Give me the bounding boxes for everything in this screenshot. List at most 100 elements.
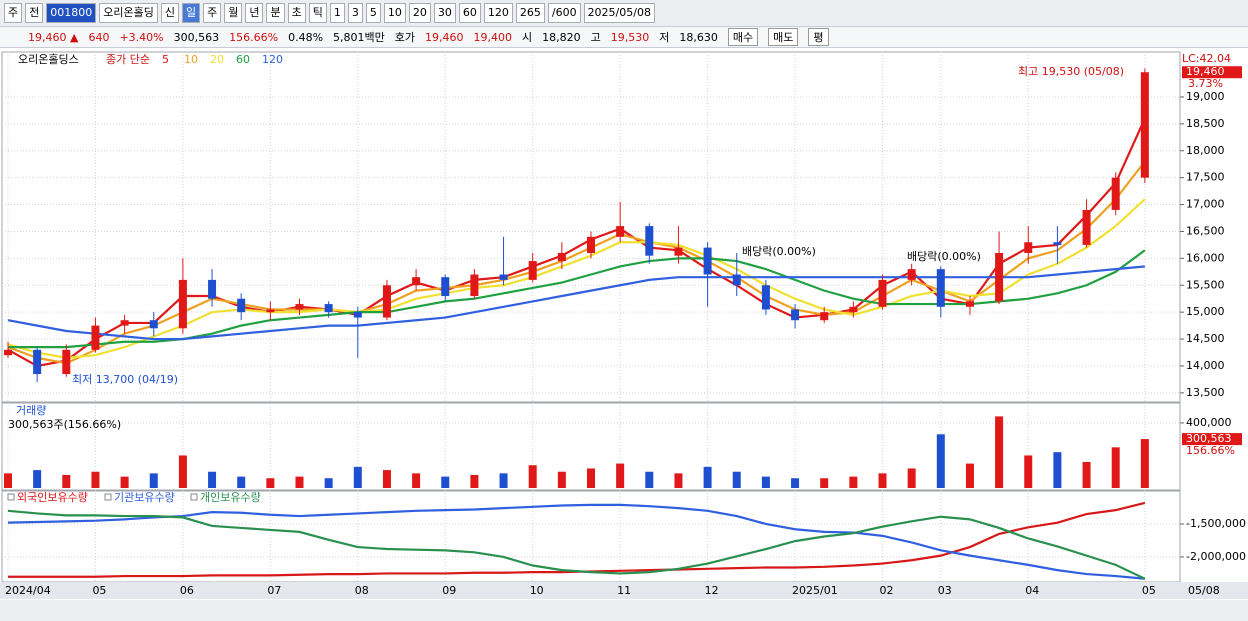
- x-tick-label: 10: [530, 584, 544, 597]
- x-last-label: 05/08: [1188, 584, 1220, 597]
- volume-bar: [761, 476, 770, 488]
- volume-bar: [528, 465, 537, 488]
- volume-bar: [62, 474, 71, 488]
- candle-body: [382, 285, 391, 318]
- volume-bar: [616, 463, 625, 488]
- toolbar-button[interactable]: 60: [458, 3, 481, 23]
- panel-frame: [1, 51, 1181, 403]
- candle-body: [91, 325, 100, 350]
- x-tick-label: 02: [880, 584, 894, 597]
- candle-body: [62, 349, 71, 375]
- info-item: 고: [590, 31, 601, 44]
- volume-bar: [91, 471, 100, 488]
- toolbar-button[interactable]: 001800: [46, 3, 97, 23]
- volume-bar: [965, 463, 974, 488]
- legend-entry: 외국인보유수량: [17, 491, 88, 504]
- info-item: 저: [659, 31, 670, 44]
- info-item: 19,400: [473, 30, 513, 44]
- candle-body: [587, 236, 595, 253]
- candle-body: [936, 269, 945, 307]
- volume-bar: [674, 473, 683, 488]
- toolbar-button[interactable]: 전: [25, 3, 44, 23]
- candle-body: [208, 279, 217, 299]
- volume-bar: [237, 476, 246, 488]
- toolbar-button[interactable]: /600: [547, 3, 581, 23]
- candle-body: [1024, 242, 1033, 253]
- candle-body: [120, 320, 129, 326]
- series-line: [7, 160, 1146, 365]
- volume-bar: [1024, 455, 1033, 488]
- toolbar-button[interactable]: 10: [383, 3, 406, 23]
- info-item[interactable]: 평: [808, 28, 829, 46]
- toolbar-button[interactable]: 120: [483, 3, 513, 23]
- candle-body: [33, 349, 42, 375]
- x-tick-label: 05: [1142, 584, 1156, 597]
- candle-body: [178, 279, 187, 329]
- info-item[interactable]: 매수: [727, 28, 759, 46]
- volume-bar: [1111, 447, 1120, 488]
- candle-body: [295, 304, 304, 310]
- y-tick-label: 18,000: [1186, 144, 1225, 157]
- info-item: 시: [522, 31, 533, 44]
- toolbar-button[interactable]: 주: [4, 3, 23, 23]
- candle-body: [1140, 72, 1149, 178]
- candle-body: [995, 252, 1004, 302]
- volume-bar: [557, 471, 566, 488]
- volume-bar: [33, 470, 42, 488]
- x-axis-band: [0, 582, 1248, 599]
- toolbar-button[interactable]: 분: [266, 3, 285, 23]
- toolbar-button[interactable]: 년: [245, 3, 264, 23]
- toolbar-button[interactable]: 초: [287, 3, 306, 23]
- toolbar-button[interactable]: 주: [203, 3, 222, 23]
- toolbar-button[interactable]: 틱: [308, 3, 327, 23]
- candle-body: [878, 279, 887, 307]
- volume-bar: [295, 476, 304, 488]
- toolbar-button[interactable]: 20: [408, 3, 431, 23]
- info-item[interactable]: 매도: [768, 28, 799, 46]
- volume-bar: [703, 466, 712, 488]
- y-tick-label: -2,000,000: [1186, 550, 1246, 563]
- volume-bar: [791, 478, 800, 488]
- volume-bar: [208, 471, 217, 488]
- toolbar-button[interactable]: 오리온홀딩: [99, 3, 158, 23]
- legend-entry: 60: [236, 53, 250, 66]
- x-tick-label: 2024/04: [5, 584, 51, 597]
- volume-bar: [1053, 452, 1062, 488]
- candle-body: [791, 309, 800, 321]
- toolbar-button[interactable]: 3: [347, 3, 363, 23]
- volume-bar: [645, 471, 654, 488]
- price-tag-bg: [1182, 66, 1242, 79]
- ma-label: 종가 단순: [106, 53, 150, 66]
- candle-body: [324, 304, 333, 313]
- toolbar: 주 전 001800 오리온홀딩 신 일 주 월 년 분 초 틱 1 3 5 10 20 30 60 120 265/6…: [0, 0, 1248, 27]
- candle-body: [149, 320, 158, 329]
- toolbar-button[interactable]: 30: [433, 3, 456, 23]
- toolbar-button[interactable]: 2025/05/08: [583, 3, 655, 23]
- candle-body: [441, 277, 450, 297]
- candle-body: [237, 298, 246, 313]
- volume-bar: [995, 416, 1004, 488]
- toolbar-button[interactable]: 월: [224, 3, 243, 23]
- toolbar-button[interactable]: 신: [160, 3, 179, 23]
- toolbar-button[interactable]: 265: [515, 3, 545, 23]
- toolbar-button[interactable]: 1: [329, 3, 345, 23]
- x-tick-label: 08: [355, 584, 369, 597]
- volume-bar: [382, 470, 391, 488]
- candle-body: [732, 274, 741, 286]
- y-tick-label: 16,500: [1186, 224, 1225, 237]
- legend-entry: 20: [210, 53, 224, 66]
- series-line: [7, 198, 1146, 359]
- volume-bar: [441, 476, 450, 488]
- change-tag: 3.73%: [1188, 77, 1223, 90]
- toolbar-button[interactable]: 일: [181, 3, 201, 23]
- x-tick-label: 12: [705, 584, 719, 597]
- info-item: 19,460: [425, 30, 464, 44]
- toolbar-button[interactable]: 5: [365, 3, 381, 23]
- info-item: 19,460 ▲: [28, 30, 79, 44]
- info-item: 5,801백만: [333, 31, 385, 44]
- x-tick-label: 07: [267, 584, 281, 597]
- volume-bar: [1140, 439, 1149, 488]
- y-tick-label: 14,000: [1186, 359, 1225, 372]
- x-tick-label: 03: [938, 584, 952, 597]
- legend-entry: 기관보유수량: [114, 491, 175, 504]
